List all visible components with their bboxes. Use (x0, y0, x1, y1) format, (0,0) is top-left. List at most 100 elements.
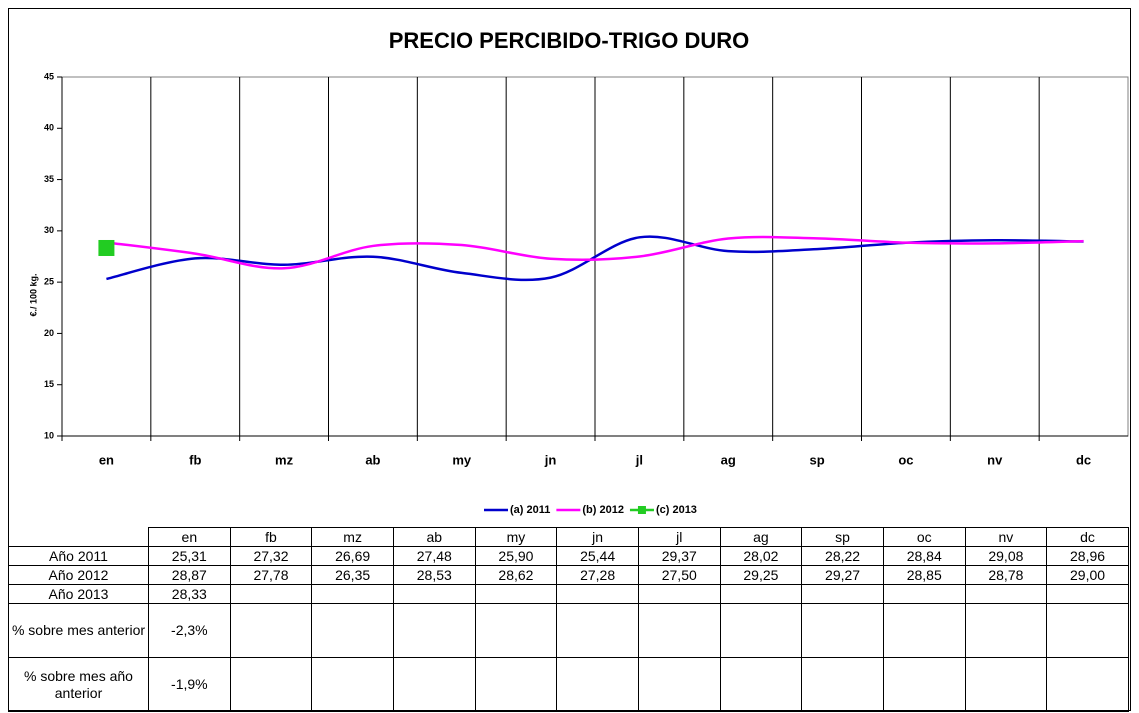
table-header: nv (964, 527, 1048, 547)
x-tick-label: oc (898, 452, 913, 467)
table-header: sp (801, 527, 884, 547)
table-cell (556, 657, 639, 712)
table-cell (882, 603, 966, 658)
x-tick-label: ab (365, 452, 380, 467)
table-cell (311, 584, 394, 604)
table-cell: -1,9% (148, 657, 231, 712)
table-cell (719, 584, 803, 604)
table-cell: 28,33 (148, 584, 231, 604)
table-cell: 28,22 (801, 546, 884, 566)
table-cell (229, 584, 313, 604)
table-cell: 27,50 (637, 565, 721, 585)
y-tick-label: 45 (44, 71, 54, 81)
table-cell: 27,28 (556, 565, 639, 585)
x-tick-label: ag (721, 452, 736, 467)
table-header: fb (229, 527, 313, 547)
table-cell (474, 657, 558, 712)
table-cell (637, 603, 721, 658)
table-cell (882, 584, 966, 604)
y-tick-label: 10 (44, 430, 54, 440)
table-cell (801, 657, 884, 712)
table-corner (8, 527, 149, 547)
y-tick-label: 15 (44, 379, 54, 389)
table-cell (556, 584, 639, 604)
table-cell: 26,35 (311, 565, 394, 585)
series-line (106, 235, 1084, 270)
table-cell (311, 657, 394, 712)
data-table: en fb mz ab my jn jl ag sp oc nv dc Año 2011 25,31 27,… (8, 527, 1129, 712)
table-cell: -2,3% (148, 603, 231, 658)
table-cell: 25,44 (556, 546, 639, 566)
table-header: jn (556, 527, 639, 547)
y-tick-label: 30 (44, 225, 54, 235)
x-tick-label: fb (189, 452, 201, 467)
table-cell: 29,25 (719, 565, 803, 585)
table-row: % sobre mes año anterior -1,9% (8, 657, 1129, 712)
y-tick-label: 40 (44, 123, 54, 133)
legend-label: (c) 2013 (656, 504, 697, 516)
table-cell: 25,90 (474, 546, 558, 566)
table-cell: 25,31 (148, 546, 231, 566)
table-cell (801, 584, 884, 604)
table-cell: 28,87 (148, 565, 231, 585)
table-cell: 28,62 (474, 565, 558, 585)
x-tick-label: jl (635, 452, 643, 467)
table-cell (474, 584, 558, 604)
table-cell (637, 584, 721, 604)
x-tick-label: en (99, 452, 114, 467)
table-cell: 27,78 (229, 565, 313, 585)
table-header-row: en fb mz ab my jn jl ag sp oc nv dc (8, 527, 1129, 547)
table-cell: 29,37 (637, 546, 721, 566)
table-cell (801, 603, 884, 658)
table-cell (637, 657, 721, 712)
table-header: ab (392, 527, 476, 547)
table-header: mz (311, 527, 394, 547)
y-tick-label: 25 (44, 277, 54, 287)
table-cell (964, 657, 1048, 712)
table-cell: 28,84 (882, 546, 966, 566)
y-tick-label: 35 (44, 174, 54, 184)
x-tick-label: mz (275, 452, 294, 467)
table-cell (719, 603, 803, 658)
table-header: my (474, 527, 558, 547)
table-cell (1046, 603, 1129, 658)
table-row-label: Año 2013 (8, 584, 149, 604)
table-cell (964, 584, 1048, 604)
table-row: Año 2011 25,31 27,32 26,69 27,48 25,90 25,44 29… (8, 546, 1129, 566)
x-tick-label: nv (987, 452, 1003, 467)
series-marker (98, 239, 115, 256)
table-row: Año 2012 28,87 27,78 26,35 28,53 28,62 27,28 27… (8, 565, 1129, 585)
y-tick-label: 20 (44, 328, 54, 338)
table-cell: 28,85 (882, 565, 966, 585)
table-cell (1046, 584, 1129, 604)
table-row-label: Año 2012 (8, 565, 149, 585)
table-cell (1046, 657, 1129, 712)
table-cell: 28,96 (1046, 546, 1129, 566)
table-row-label: % sobre mes anterior (8, 603, 149, 658)
table-cell (719, 657, 803, 712)
table-cell (392, 657, 476, 712)
table-row-label: Año 2011 (8, 546, 149, 566)
table-cell: 28,53 (392, 565, 476, 585)
table-header: ag (719, 527, 803, 547)
table-cell: 29,27 (801, 565, 884, 585)
table-header: jl (637, 527, 721, 547)
table-cell: 27,48 (392, 546, 476, 566)
table-cell (964, 603, 1048, 658)
table-cell: 26,69 (311, 546, 394, 566)
table-cell: 29,08 (964, 546, 1048, 566)
table-cell: 27,32 (229, 546, 313, 566)
table-cell (474, 603, 558, 658)
table-row: Año 2013 28,33 (8, 584, 1129, 604)
legend-label: (b) 2012 (582, 504, 624, 516)
table-cell (229, 603, 313, 658)
table-row: % sobre mes anterior -2,3% (8, 603, 1129, 658)
table-header: dc (1046, 527, 1129, 547)
table-cell: 28,78 (964, 565, 1048, 585)
table-cell: 29,00 (1046, 565, 1129, 585)
x-tick-label: jn (544, 452, 557, 467)
table-cell (882, 657, 966, 712)
legend-label: (a) 2011 (510, 504, 550, 516)
